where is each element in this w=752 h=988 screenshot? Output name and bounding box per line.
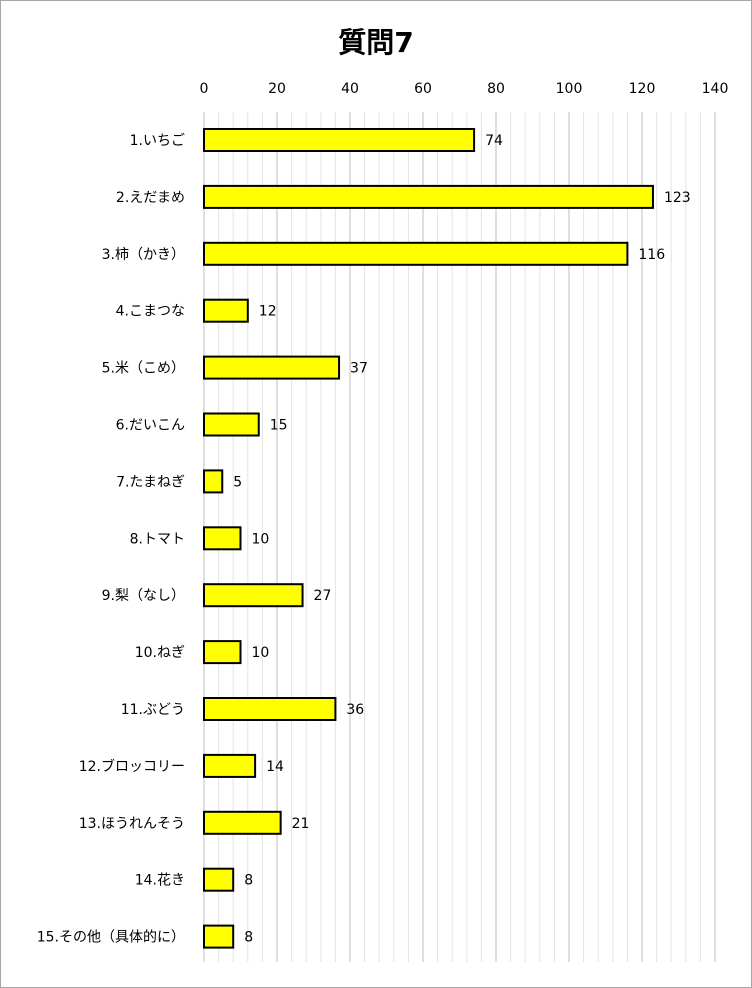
data-label: 116 [638,247,665,263]
data-label: 15 [270,418,288,434]
x-tick-label: 80 [487,81,505,97]
bar [203,469,224,494]
data-label: 10 [252,645,270,661]
x-tick-label: 40 [341,81,359,97]
category-label: 15.その他（具体的に） [37,930,185,946]
bar [203,867,235,892]
category-label: 6.だいこん [116,418,185,434]
data-label: 21 [292,816,310,832]
data-label: 8 [244,930,253,946]
data-label: 37 [350,361,368,377]
bar [203,924,235,949]
bar [203,640,242,665]
data-label: 74 [485,133,503,149]
category-label: 9.梨（なし） [102,588,185,604]
bar [203,697,337,721]
bars [203,128,654,949]
category-label: 4.こまつな [116,304,185,320]
bar [203,298,249,323]
data-label: 123 [664,190,691,206]
x-tick-label: 140 [702,81,729,97]
category-label: 14.花き [135,873,185,889]
bar [203,583,304,608]
x-axis-ticks: 0 20 40 60 80 100 120 140 [200,81,729,97]
bar [203,526,242,551]
bar [203,412,260,437]
bar [203,753,257,778]
data-label: 36 [346,702,364,718]
category-label: 11.ぶどう [121,702,185,718]
chart-title: 質問7 [338,26,413,59]
category-label: 10.ねぎ [135,645,185,661]
x-tick-label: 120 [629,81,656,97]
category-labels: 1.いちご 2.えだまめ 3.柿（かき） 4.こまつな 5.米（こめ） 6.だいこん 7.た… [37,133,185,946]
data-label: 10 [252,531,270,547]
category-label: 2.えだまめ [116,190,185,206]
data-label: 27 [314,588,332,604]
x-tick-label: 20 [268,81,286,97]
data-label: 5 [233,474,242,490]
category-label: 8.トマト [130,531,185,547]
bar [203,128,476,152]
data-label: 14 [266,759,284,775]
bar [203,241,629,266]
category-label: 7.たまねぎ [116,474,185,490]
data-label: 12 [259,304,277,320]
category-label: 5.米（こめ） [102,361,185,377]
bar [203,810,282,835]
bar [203,184,654,209]
data-label: 8 [244,873,253,889]
category-label: 1.いちご [130,133,185,149]
x-tick-label: 100 [556,81,583,97]
category-label: 3.柿（かき） [102,246,185,263]
category-label: 13.ほうれんそう [79,816,185,832]
bar [203,355,341,380]
x-tick-label: 0 [200,81,209,97]
data-labels: 74 123 116 12 37 15 5 10 27 10 36 14 21 8 8 [233,133,690,946]
category-label: 12.ブロッコリー [79,758,185,775]
x-tick-label: 60 [414,81,432,97]
